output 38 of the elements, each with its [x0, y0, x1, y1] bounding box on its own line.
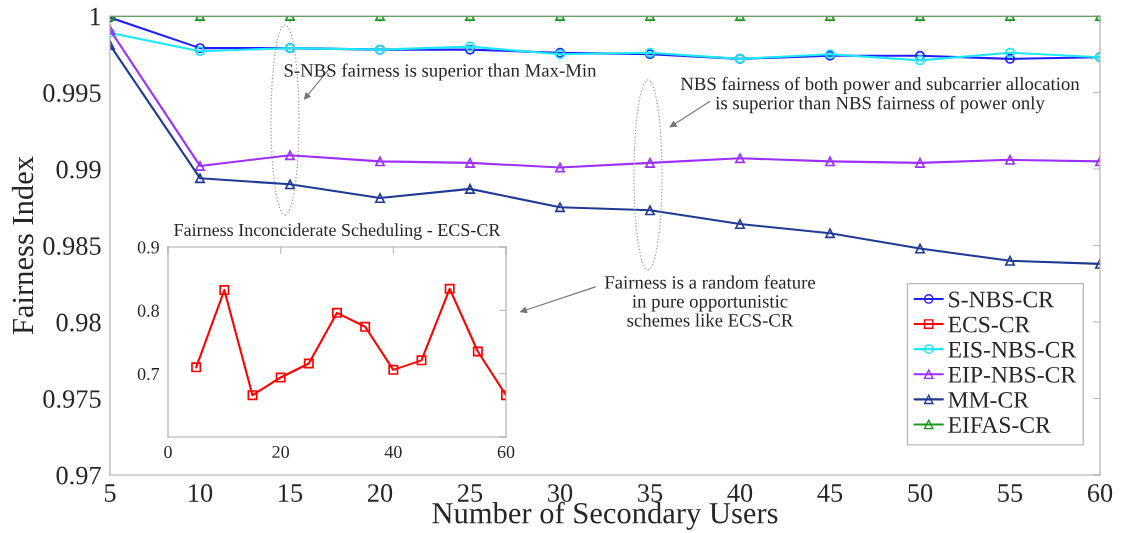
y-tick-label: 0.9 — [137, 241, 159, 254]
chart-title: Fairness Inconciderate Scheduling - ECS-CR — [174, 223, 501, 240]
y-tick-label: 0.975 — [43, 390, 101, 409]
y-tick-label: 1 — [90, 7, 101, 26]
y-axis-title: Fairness Index — [11, 156, 34, 335]
x-tick-label: 60 — [1087, 484, 1113, 502]
legend-label: ECS-CR — [948, 316, 1031, 333]
y-tick-label: 0.7 — [137, 367, 160, 381]
x-tick-label: 20 — [272, 445, 290, 459]
x-tick-label: 0 — [164, 445, 172, 459]
x-tick-label: 40 — [727, 484, 753, 502]
x-tick-label: 40 — [384, 445, 402, 459]
x-tick-label: 15 — [279, 484, 303, 502]
x-tick-label: 5 — [104, 484, 116, 502]
x-tick-label: 60 — [497, 445, 515, 459]
legend-label: S-NBS-CR — [949, 291, 1054, 308]
y-tick-label: 0.98 — [56, 313, 101, 332]
x-tick-label: 50 — [908, 484, 933, 502]
legend-label: EIP-NBS-CR — [948, 366, 1077, 383]
y-tick-label: 0.8 — [137, 304, 159, 317]
x-tick-label: 45 — [817, 484, 843, 502]
y-tick-label: 0.99 — [56, 160, 101, 179]
x-tick-label: 35 — [638, 484, 663, 502]
x-axis-title: Number of Secondary Users — [432, 501, 778, 530]
x-tick-label: 55 — [998, 484, 1023, 502]
annotation: Fairness is a random feature in pure opportunistic schemes like ECS-CR — [604, 275, 816, 327]
annotation: S-NBS fairness is superior than Max-Min — [284, 63, 597, 81]
x-tick-label: 10 — [189, 484, 213, 502]
y-tick-label: 0.97 — [56, 466, 101, 485]
x-tick-label: 20 — [367, 484, 393, 502]
y-tick-label: 0.985 — [43, 237, 101, 256]
annotation: NBS fairness of both power and subcarrier allocation is superior than NBS fairness of power only — [680, 76, 1080, 114]
legend-label: MM-CR — [948, 391, 1029, 408]
legend-label: EIS-NBS-CR — [948, 341, 1077, 358]
legend-label: EIFAS-CR — [948, 417, 1051, 433]
x-tick-label: 25 — [457, 484, 483, 502]
x-tick-label: 30 — [548, 484, 573, 502]
y-tick-label: 0.995 — [43, 84, 101, 103]
